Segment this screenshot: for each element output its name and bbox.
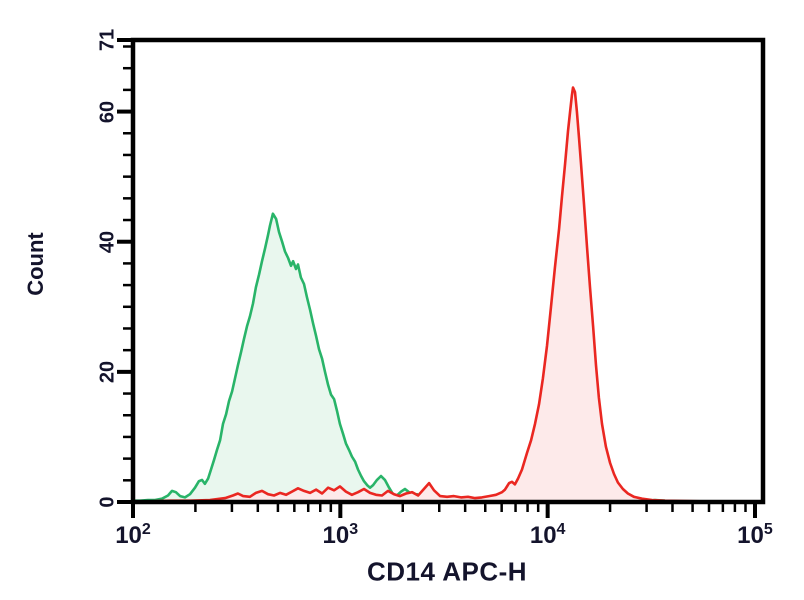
plot-frame [130, 37, 766, 505]
y-tick-label-0: 0 [96, 496, 119, 508]
x-tick-label-10e2: 102 [115, 521, 151, 549]
x-tick-label-10e4: 104 [529, 521, 566, 549]
y-tick-label-40: 40 [96, 230, 119, 253]
x-tick-label-10e3: 103 [322, 521, 359, 549]
y-tick-label-20: 20 [96, 360, 119, 383]
y-tick-label-60: 60 [96, 100, 119, 123]
x-tick-label-10e5: 105 [737, 521, 773, 549]
red-histogram-curve [132, 86, 757, 502]
y-tick-label-71: 71 [96, 28, 119, 52]
y-axis-title: Count [23, 232, 48, 296]
green-histogram-curve [132, 212, 757, 502]
green-histogram-fill [133, 213, 755, 502]
x-axis-title: CD14 APC-H [366, 556, 528, 587]
